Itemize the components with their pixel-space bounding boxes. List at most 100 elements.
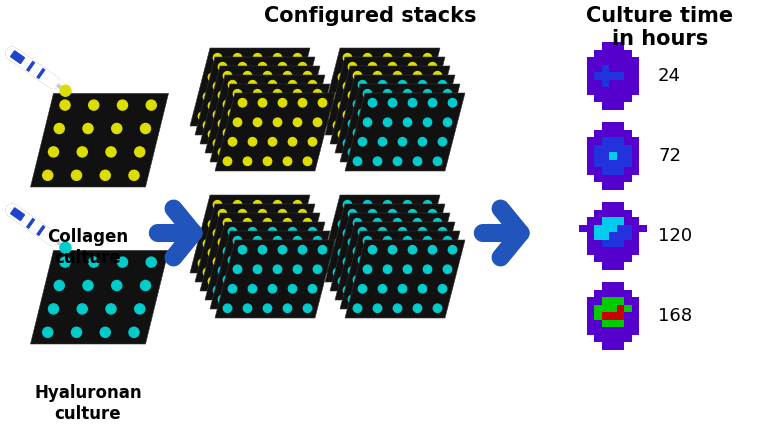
Bar bbox=[587, 327, 594, 335]
Circle shape bbox=[313, 265, 322, 273]
Circle shape bbox=[268, 137, 276, 146]
Circle shape bbox=[373, 304, 382, 313]
Circle shape bbox=[373, 128, 382, 137]
Circle shape bbox=[303, 100, 312, 108]
Circle shape bbox=[363, 82, 372, 91]
Circle shape bbox=[378, 102, 387, 110]
Circle shape bbox=[228, 130, 236, 138]
Circle shape bbox=[308, 109, 316, 117]
Bar bbox=[624, 87, 631, 95]
Circle shape bbox=[413, 157, 422, 165]
Circle shape bbox=[343, 229, 352, 237]
Circle shape bbox=[434, 128, 442, 137]
Bar bbox=[624, 312, 631, 320]
Circle shape bbox=[233, 265, 242, 273]
Circle shape bbox=[199, 259, 206, 268]
Circle shape bbox=[263, 157, 272, 165]
Circle shape bbox=[358, 73, 367, 82]
Circle shape bbox=[403, 118, 412, 127]
Bar bbox=[609, 262, 617, 270]
Bar bbox=[631, 72, 639, 80]
Circle shape bbox=[273, 201, 282, 209]
Circle shape bbox=[413, 71, 422, 80]
Circle shape bbox=[258, 120, 266, 128]
Bar bbox=[601, 72, 609, 80]
Text: 120: 120 bbox=[658, 227, 692, 245]
Bar bbox=[601, 305, 609, 312]
Circle shape bbox=[363, 265, 372, 273]
Circle shape bbox=[298, 267, 306, 275]
Bar bbox=[594, 167, 601, 175]
Circle shape bbox=[353, 247, 362, 256]
Circle shape bbox=[424, 54, 432, 62]
Circle shape bbox=[263, 304, 272, 313]
Polygon shape bbox=[330, 66, 450, 144]
Bar bbox=[601, 225, 609, 232]
Circle shape bbox=[238, 120, 246, 128]
Bar bbox=[617, 130, 624, 137]
Bar bbox=[609, 217, 617, 225]
Circle shape bbox=[283, 304, 292, 313]
Bar bbox=[594, 95, 601, 102]
Bar bbox=[609, 202, 617, 210]
Circle shape bbox=[288, 248, 296, 257]
Circle shape bbox=[393, 276, 402, 284]
Circle shape bbox=[243, 247, 252, 256]
Circle shape bbox=[253, 111, 262, 119]
Circle shape bbox=[313, 118, 322, 127]
Circle shape bbox=[418, 227, 427, 236]
Bar bbox=[609, 247, 617, 255]
Circle shape bbox=[383, 236, 392, 245]
Circle shape bbox=[368, 295, 377, 303]
Bar bbox=[609, 305, 617, 312]
Circle shape bbox=[424, 82, 432, 91]
Bar bbox=[587, 312, 594, 320]
Circle shape bbox=[428, 210, 437, 218]
Bar bbox=[631, 320, 639, 327]
Bar bbox=[617, 232, 624, 240]
Circle shape bbox=[243, 304, 252, 313]
Polygon shape bbox=[11, 208, 25, 220]
Circle shape bbox=[49, 147, 59, 157]
Circle shape bbox=[228, 109, 236, 117]
Circle shape bbox=[368, 259, 377, 268]
Circle shape bbox=[77, 147, 87, 157]
Circle shape bbox=[233, 257, 242, 266]
Circle shape bbox=[233, 90, 242, 98]
Polygon shape bbox=[190, 48, 310, 126]
Circle shape bbox=[253, 54, 262, 62]
Polygon shape bbox=[215, 240, 335, 318]
Circle shape bbox=[428, 246, 437, 254]
Circle shape bbox=[223, 247, 232, 256]
Circle shape bbox=[388, 112, 397, 120]
Circle shape bbox=[434, 276, 442, 284]
Circle shape bbox=[273, 139, 282, 148]
Circle shape bbox=[413, 304, 422, 313]
Polygon shape bbox=[215, 93, 335, 171]
Circle shape bbox=[378, 220, 387, 228]
Text: Configured stacks: Configured stacks bbox=[264, 6, 477, 26]
Bar bbox=[601, 232, 609, 240]
Circle shape bbox=[363, 54, 372, 62]
Circle shape bbox=[418, 73, 427, 82]
Circle shape bbox=[358, 102, 367, 110]
Bar bbox=[601, 240, 609, 247]
Circle shape bbox=[408, 238, 417, 247]
Polygon shape bbox=[195, 204, 315, 282]
Circle shape bbox=[303, 247, 312, 256]
Circle shape bbox=[278, 112, 286, 120]
Circle shape bbox=[343, 201, 352, 209]
Bar bbox=[624, 80, 631, 87]
Bar bbox=[609, 42, 617, 50]
Bar bbox=[609, 342, 617, 350]
Circle shape bbox=[112, 124, 122, 133]
Circle shape bbox=[238, 295, 246, 303]
Bar bbox=[601, 335, 609, 342]
Circle shape bbox=[112, 281, 122, 290]
Circle shape bbox=[383, 139, 392, 148]
Bar bbox=[617, 335, 624, 342]
Circle shape bbox=[278, 99, 286, 107]
Circle shape bbox=[278, 62, 286, 71]
Circle shape bbox=[373, 240, 382, 248]
Circle shape bbox=[418, 285, 427, 293]
